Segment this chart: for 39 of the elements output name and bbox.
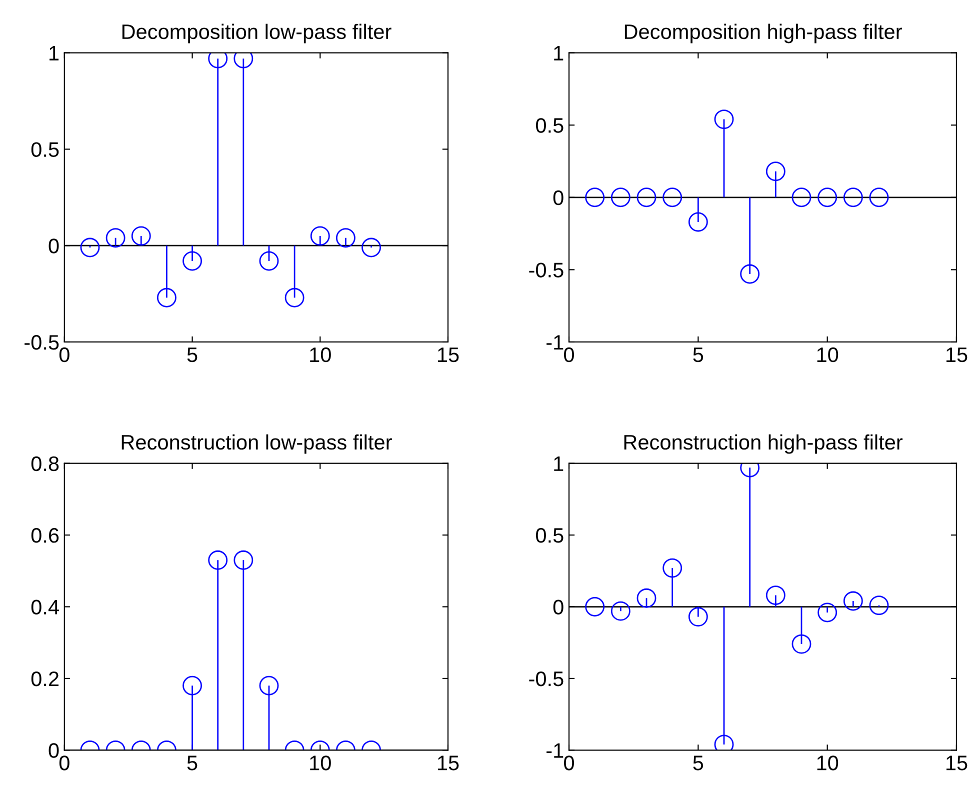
y-tick-label: 0.5 xyxy=(31,142,59,157)
y-tick-label: 1 xyxy=(50,46,59,60)
x-tick-label: 5 xyxy=(187,756,198,770)
x-tick-label: 15 xyxy=(438,348,459,362)
y-tick-label: -1 xyxy=(546,743,564,758)
x-tick-label: 10 xyxy=(310,347,331,362)
x-tick-label: 0 xyxy=(564,347,574,362)
y-tick-label: 1 xyxy=(554,456,564,471)
x-tick-label: 15 xyxy=(946,756,968,770)
chart-title: Reconstruction high-pass filter xyxy=(624,434,903,454)
x-tick-label: 10 xyxy=(817,756,838,770)
y-tick-label: -0.5 xyxy=(529,262,564,278)
y-tick-label: 0.5 xyxy=(536,528,564,543)
x-tick-label: 5 xyxy=(693,756,704,770)
y-tick-label: 0.5 xyxy=(536,118,564,133)
x-tick-label: 15 xyxy=(438,756,459,770)
y-tick-label: 0.8 xyxy=(31,456,59,472)
x-tick-label: 5 xyxy=(187,348,198,362)
y-tick-label: -0.5 xyxy=(529,671,564,686)
x-tick-label: 0 xyxy=(564,756,574,770)
y-tick-label: 0 xyxy=(48,743,59,758)
x-tick-label: 0 xyxy=(59,347,70,362)
y-tick-label: 0.4 xyxy=(31,600,59,615)
chart-title: Reconstruction low-pass filter xyxy=(122,434,392,454)
y-tick-label: -0.5 xyxy=(24,334,59,350)
y-tick-label: 0 xyxy=(553,190,564,206)
x-tick-label: 10 xyxy=(310,756,331,770)
y-tick-label: 0 xyxy=(48,238,59,254)
y-tick-label: -1 xyxy=(546,335,564,350)
x-tick-label: 15 xyxy=(946,348,968,362)
chart-title: Decomposition low-pass filter xyxy=(122,24,392,44)
chart-title: Decomposition high-pass filter xyxy=(624,24,902,44)
y-tick-label: 0.2 xyxy=(31,671,59,686)
x-tick-label: 0 xyxy=(59,756,70,770)
x-tick-label: 10 xyxy=(817,347,838,362)
y-tick-label: 0.6 xyxy=(31,528,59,543)
y-tick-label: 1 xyxy=(554,46,564,60)
x-tick-label: 5 xyxy=(693,348,704,362)
y-tick-label: 0 xyxy=(553,600,564,615)
